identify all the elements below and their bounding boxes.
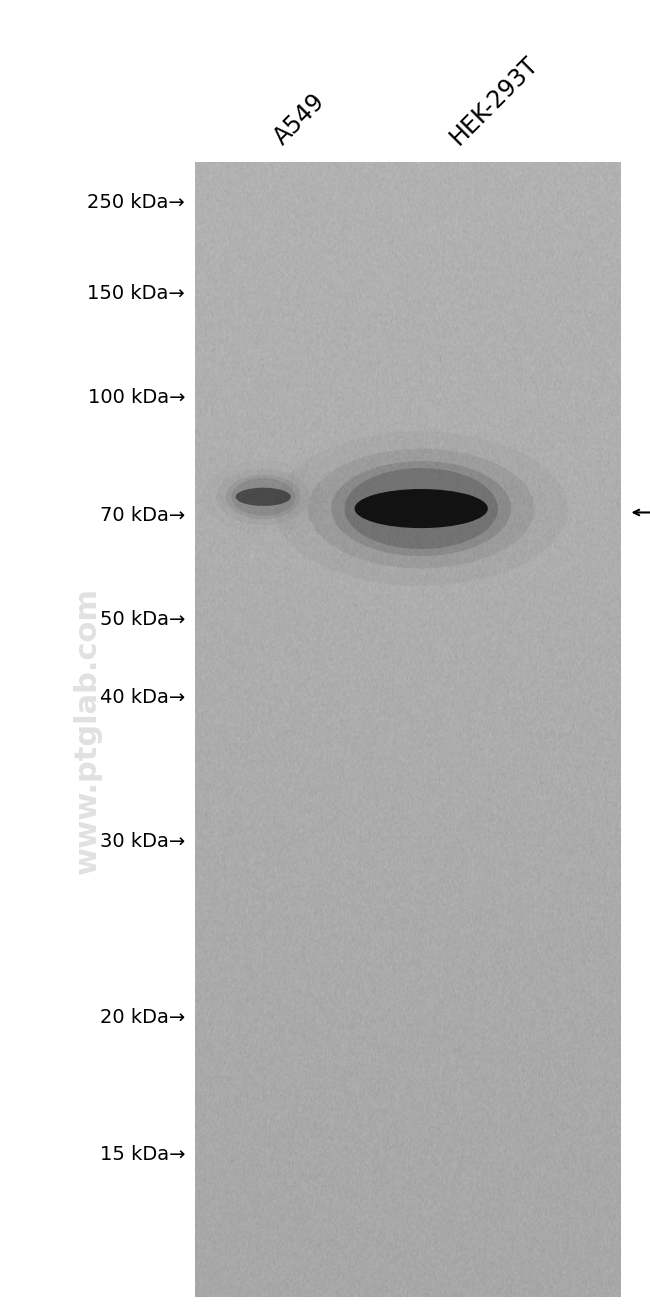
Text: www.ptglab.com: www.ptglab.com [73,587,102,874]
Text: 50 kDa→: 50 kDa→ [100,610,185,629]
Ellipse shape [355,489,488,528]
Text: 150 kDa→: 150 kDa→ [88,284,185,303]
Ellipse shape [308,449,534,569]
Text: 250 kDa→: 250 kDa→ [88,193,185,211]
Ellipse shape [235,488,291,506]
Ellipse shape [344,468,498,549]
Ellipse shape [226,475,300,519]
Text: A549: A549 [270,90,330,150]
Text: 30 kDa→: 30 kDa→ [100,832,185,850]
Ellipse shape [231,479,295,515]
Text: 20 kDa→: 20 kDa→ [100,1008,185,1026]
Text: 70 kDa→: 70 kDa→ [100,506,185,524]
Text: 15 kDa→: 15 kDa→ [99,1145,185,1163]
Text: HEK-293T: HEK-293T [445,52,543,150]
Text: 40 kDa→: 40 kDa→ [100,689,185,707]
Text: 100 kDa→: 100 kDa→ [88,389,185,407]
Ellipse shape [332,462,511,556]
